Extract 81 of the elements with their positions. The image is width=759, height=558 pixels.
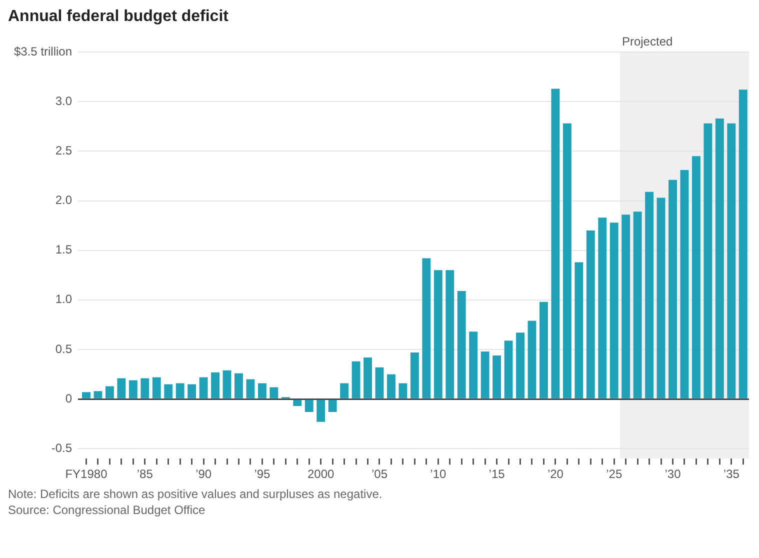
bar [316,400,326,422]
bar [633,212,642,398]
text: Note: Deficits are shown as positive values and surpluses as negative. [8,487,384,501]
bar [105,386,114,398]
bar [680,170,689,398]
y-tick-label: 0 [65,391,72,406]
bar [117,378,126,398]
y-tick-label: 1.5 [55,242,72,257]
bar [375,367,384,398]
y-tick-label: 1.0 [55,292,72,306]
bar [94,391,102,398]
bar [727,123,736,398]
x-tick-label: ’30 [664,467,682,482]
bar [469,332,478,398]
bar [387,374,396,398]
x-tick-label: ’15 [488,467,506,482]
bar [222,370,232,398]
bar [492,355,502,398]
bar [540,302,548,398]
bar [246,379,255,398]
x-tick-label: ’10 [430,467,446,482]
bar [704,123,712,398]
y-tick-label: 0.5 [55,342,72,356]
x-tick-label: 2000 [307,467,335,482]
bar [152,377,161,398]
bar [234,373,243,398]
bar [199,377,208,398]
bar [715,118,724,398]
x-tick-label: ’90 [196,467,212,482]
bar [457,291,466,398]
x-tick-label: ’05 [371,467,388,482]
bar [551,88,560,398]
x-tick-label: ’95 [254,467,271,482]
bar [422,258,431,398]
bar [528,320,536,398]
x-tick-label: ’35 [723,467,740,482]
bar [586,230,595,398]
bar [128,380,138,398]
x-tick-label: FY1980 [65,467,108,482]
bar [516,332,524,398]
bar [574,262,584,398]
bar [82,392,90,398]
bar [304,400,314,412]
bar [434,270,442,398]
bar [328,400,337,412]
y-tick-label: 2.0 [55,193,72,208]
bar [622,214,630,398]
bar [188,384,196,398]
bar [352,361,360,398]
bar [410,352,419,398]
bar [140,378,150,398]
bar [480,351,490,398]
bar [645,192,654,398]
y-tick-label: 3.0 [55,94,72,108]
bar [668,180,677,398]
x-tick-label: ’20 [547,467,564,482]
y-tick-label: $3.5 trillion [14,44,72,58]
bar [656,198,666,398]
x-tick-label: ’85 [136,467,154,482]
bar [692,156,700,398]
bar [293,400,302,406]
bar [610,222,618,398]
y-tick-label: 2.5 [55,143,72,158]
source-note: Source: Congressional Budget Office [8,503,206,517]
bar [504,340,513,398]
bar [446,270,454,398]
y-tick-label: -0.5 [51,440,72,455]
bar [211,372,220,398]
bar [598,218,607,398]
band-label: Projected [622,34,673,48]
bar [398,383,408,398]
bar [270,387,278,398]
bar [340,383,349,398]
bar [258,383,266,398]
bar [176,383,184,398]
bar [364,357,372,398]
chart-title: Annual federal budget deficit [8,8,230,26]
x-tick-label: ’25 [606,467,622,482]
bar [562,123,572,398]
bar [738,90,748,398]
bar [164,384,173,398]
